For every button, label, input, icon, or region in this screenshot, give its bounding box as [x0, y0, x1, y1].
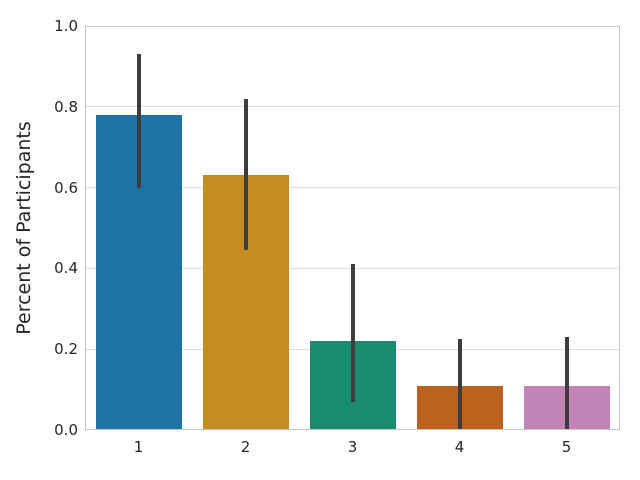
bar-error-bar: [243, 98, 248, 251]
y-tick-label: 0.4: [54, 259, 78, 278]
x-tick-label: 3: [347, 438, 358, 456]
x-tick-label: 4: [454, 438, 465, 456]
y-tick-label: 0.0: [54, 421, 78, 439]
x-tick-label: 2: [240, 438, 251, 456]
bar-error-bar: [350, 264, 355, 402]
x-tick-label: 5: [561, 438, 572, 456]
y-tick-label: 1.0: [54, 17, 78, 35]
bar-error-bar: [457, 339, 462, 430]
y-axis-label: Percent of Participants: [13, 121, 35, 335]
gridline: [85, 187, 620, 189]
y-tick-label: 0.8: [54, 97, 78, 116]
gridline: [85, 106, 620, 108]
bar-error-bar: [564, 337, 569, 430]
y-tick-label: 0.6: [54, 178, 78, 197]
bar-error-bar: [136, 54, 141, 188]
y-tick-label: 0.2: [54, 340, 78, 359]
x-tick-label: 1: [133, 438, 144, 456]
